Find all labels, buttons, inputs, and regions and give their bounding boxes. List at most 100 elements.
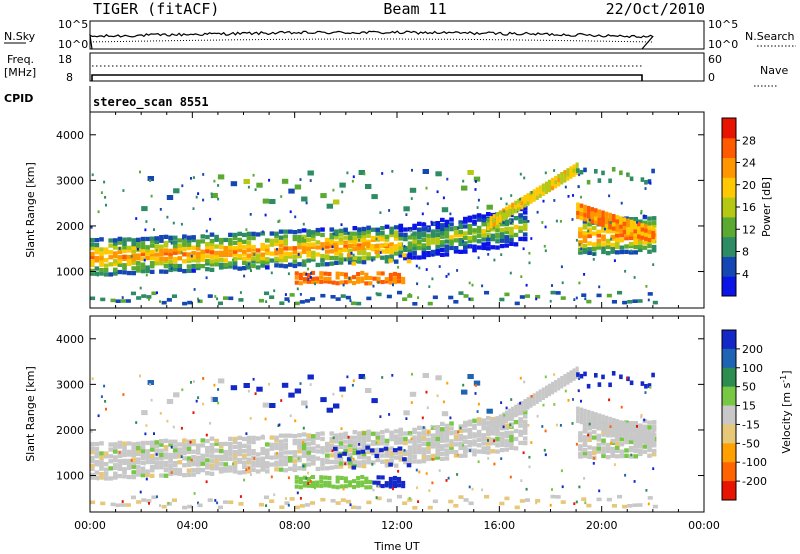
velocity-cell — [294, 505, 300, 510]
power-cell — [191, 264, 196, 269]
velocity-cell — [122, 441, 127, 446]
power-cell — [375, 235, 381, 240]
velocity-cell — [364, 485, 369, 490]
velocity-cell — [463, 428, 468, 433]
velocity-cell — [651, 434, 655, 439]
power-cell — [232, 258, 234, 262]
velocity-cell — [596, 433, 602, 438]
power-cell — [543, 244, 546, 248]
velocity-cell — [605, 442, 611, 448]
velocity-cell — [384, 453, 390, 458]
velocity-cell — [168, 452, 173, 458]
power-cell — [131, 238, 136, 243]
velocity-cell — [338, 444, 344, 449]
power-cells — [90, 162, 658, 306]
power-cell — [608, 178, 612, 184]
power-cell — [168, 267, 173, 273]
velocity-cell — [513, 428, 519, 434]
power-cell — [232, 232, 238, 238]
velocity-cell — [384, 441, 390, 446]
velocity-cell — [647, 453, 652, 458]
power-cell — [508, 208, 512, 213]
velocity-cell — [462, 444, 465, 447]
power-cell — [347, 243, 353, 249]
power-cell — [287, 272, 290, 276]
power-cell — [517, 207, 521, 212]
velocity-cell — [180, 426, 183, 430]
velocity-cell — [191, 472, 196, 477]
power-cell — [159, 235, 164, 240]
power-cell — [334, 235, 339, 240]
velocity-cell — [606, 497, 612, 502]
y-tick-label: 4000 — [56, 333, 84, 346]
power-cell — [172, 250, 178, 255]
velocity-cell — [228, 441, 233, 447]
velocity-cell — [113, 455, 118, 460]
velocity-cell — [594, 373, 598, 378]
power-cell — [467, 230, 473, 235]
velocity-cell — [444, 434, 450, 439]
power-cell — [463, 235, 468, 241]
velocity-cell — [297, 466, 302, 471]
power-cell — [388, 209, 391, 212]
velocity-cell — [200, 468, 206, 473]
velocity-cell — [384, 459, 390, 464]
velocity-cell — [554, 384, 558, 389]
power-cell — [335, 297, 341, 301]
velocity-cell — [197, 501, 199, 505]
velocity-cell — [504, 496, 510, 501]
power-cell — [597, 178, 602, 183]
velocity-cell — [510, 425, 512, 428]
power-cell — [544, 181, 548, 186]
power-cell — [421, 246, 427, 252]
power-cell — [518, 228, 523, 233]
power-cell — [583, 217, 587, 222]
power-cell — [523, 176, 526, 180]
velocity-cell — [544, 393, 548, 399]
power-cell — [444, 219, 450, 224]
power-cell — [311, 250, 316, 255]
velocity-cell — [228, 445, 233, 450]
power-cell — [462, 240, 465, 243]
power-cell — [377, 281, 380, 284]
velocity-cell — [608, 420, 612, 426]
velocity-cell — [586, 409, 591, 415]
power-cell — [202, 198, 205, 202]
velocity-cell — [190, 381, 192, 384]
velocity-cell — [514, 408, 518, 414]
power-cell — [403, 232, 408, 237]
power-cell — [487, 235, 489, 238]
velocity-cell — [329, 459, 335, 465]
power-cell — [467, 170, 474, 175]
power-cell — [407, 255, 413, 260]
power-cell — [338, 237, 344, 242]
velocity-cell — [538, 389, 542, 394]
velocity-cell — [90, 450, 95, 455]
power-cell — [403, 245, 406, 248]
velocity-cell — [372, 480, 377, 485]
velocity-cell — [435, 448, 440, 453]
velocity-cell — [131, 449, 136, 454]
velocity-cell — [517, 411, 521, 416]
velocity-cell — [140, 448, 146, 454]
velocity-cell — [320, 466, 325, 471]
velocity-cell — [598, 489, 601, 493]
power-cell — [499, 297, 505, 302]
power-cell — [522, 206, 528, 211]
power-cell — [338, 253, 344, 258]
power-cell — [301, 262, 307, 267]
velocity-cell — [456, 453, 459, 457]
power-cell — [361, 230, 367, 236]
velocity-cell — [311, 437, 316, 442]
velocity-cell — [375, 447, 381, 452]
velocity-cell — [288, 466, 293, 471]
velocity-cell — [651, 448, 657, 454]
power-cell — [147, 176, 154, 181]
power-cell — [311, 270, 316, 275]
power-cell — [637, 234, 641, 239]
power-cell — [302, 260, 305, 264]
velocity-cell — [453, 453, 459, 458]
velocity-cell — [352, 435, 358, 440]
